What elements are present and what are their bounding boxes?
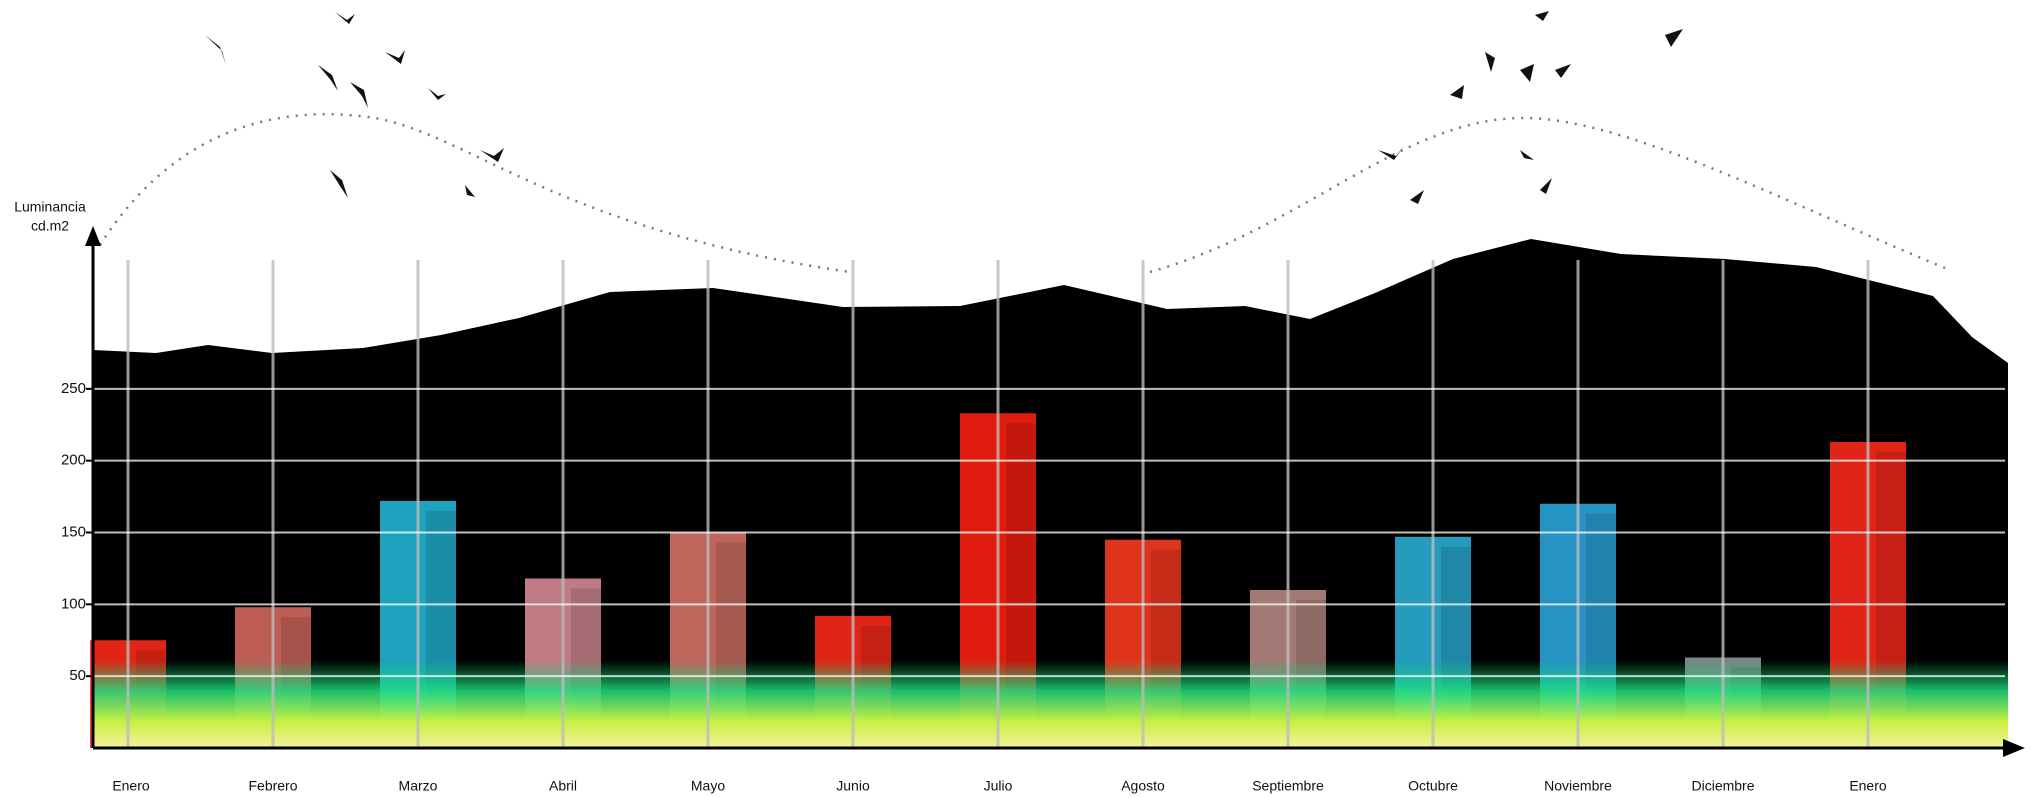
y-axis-label: Luminancia bbox=[14, 199, 86, 215]
x-tick-label: Enero bbox=[112, 778, 150, 794]
x-tick-label: Febrero bbox=[248, 778, 297, 794]
x-axis-arrow bbox=[2003, 739, 2025, 757]
y-tick-label: 250 bbox=[61, 380, 86, 397]
y-tick-label: 150 bbox=[61, 523, 86, 540]
x-tick-label: Agosto bbox=[1121, 778, 1165, 794]
x-tick-label: Marzo bbox=[399, 778, 438, 794]
x-tick-label: Julio bbox=[984, 778, 1013, 794]
sky-curve bbox=[100, 114, 850, 272]
x-tick-label: Junio bbox=[836, 778, 870, 794]
y-axis-arrow bbox=[85, 226, 101, 246]
birds bbox=[205, 11, 1683, 204]
y-tick-label: 100 bbox=[61, 595, 86, 612]
y-tick-label: 50 bbox=[69, 667, 86, 684]
y-tick-label: 200 bbox=[61, 452, 86, 469]
x-tick-label: Abril bbox=[549, 778, 577, 794]
x-tick-label: Noviembre bbox=[1544, 778, 1612, 794]
y-axis-label: cd.m2 bbox=[31, 218, 69, 234]
chart: Luminancia cd.m2 Enero Febrero Marzo Abril M… bbox=[0, 0, 2033, 798]
x-tick-label: Enero bbox=[1849, 778, 1887, 794]
x-tick-label: Diciembre bbox=[1691, 778, 1754, 794]
x-tick-label: Mayo bbox=[691, 778, 725, 794]
ground-glow bbox=[93, 660, 2008, 748]
x-tick-label: Octubre bbox=[1408, 778, 1458, 794]
x-tick-label: Septiembre bbox=[1252, 778, 1324, 794]
